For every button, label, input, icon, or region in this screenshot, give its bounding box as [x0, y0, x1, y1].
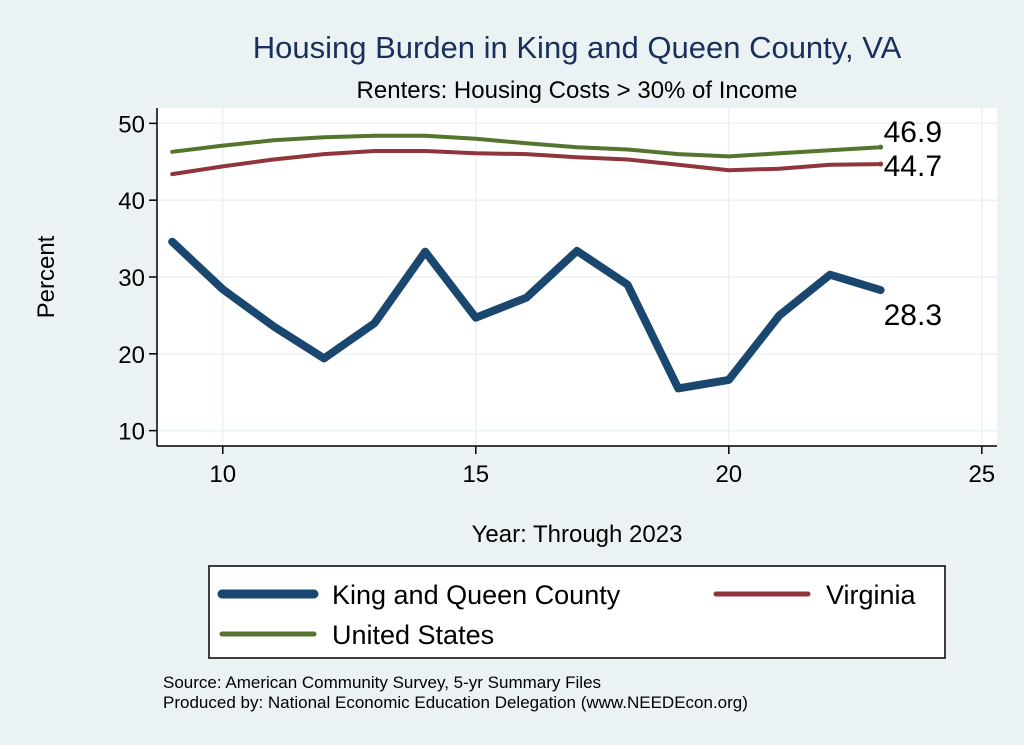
series-end-point [878, 144, 884, 150]
y-tick-label: 10 [118, 419, 145, 446]
end-value-label: 46.9 [884, 116, 942, 149]
chart-subtitle: Renters: Housing Costs > 30% of Income [357, 77, 798, 104]
y-tick-label: 30 [118, 265, 145, 292]
y-tick-label: 40 [118, 188, 145, 215]
series-line-united-states [170, 133, 883, 159]
x-tick-label: 10 [209, 461, 236, 488]
end-labels: 28.3 44.746.9 [878, 116, 942, 332]
legend-box [208, 565, 946, 659]
legend-label: Virginia [826, 580, 917, 610]
axes: 10 20 30 40 50 10 15 20 25 [118, 108, 997, 488]
series-lines [168, 133, 885, 393]
legend-label: United States [332, 620, 494, 650]
end-value-label: 28.3 [884, 299, 942, 332]
y-tick-label: 20 [118, 342, 145, 369]
end-value-label: 44.7 [884, 150, 942, 183]
series-line-virginia [170, 149, 883, 177]
source-note: Source: American Community Survey, 5-yr … [163, 673, 601, 692]
grid-lines [157, 108, 997, 446]
x-tick-label: 20 [715, 461, 742, 488]
x-tick-label: 25 [968, 461, 995, 488]
y-axis-title: Percent [33, 235, 60, 318]
y-tick-label: 50 [118, 111, 145, 138]
series-line-king-and-queen-county [168, 237, 885, 393]
legend: King and Queen County Virginia United Stat… [217, 580, 917, 650]
producer-note: Produced by: National Economic Education… [163, 693, 748, 712]
series-end-point [878, 287, 884, 293]
series-end-point [878, 161, 884, 167]
legend-label: King and Queen County [332, 580, 621, 610]
x-axis-title: Year: Through 2023 [472, 521, 683, 548]
chart-title: Housing Burden in King and Queen County,… [253, 30, 902, 65]
x-tick-label: 15 [462, 461, 489, 488]
